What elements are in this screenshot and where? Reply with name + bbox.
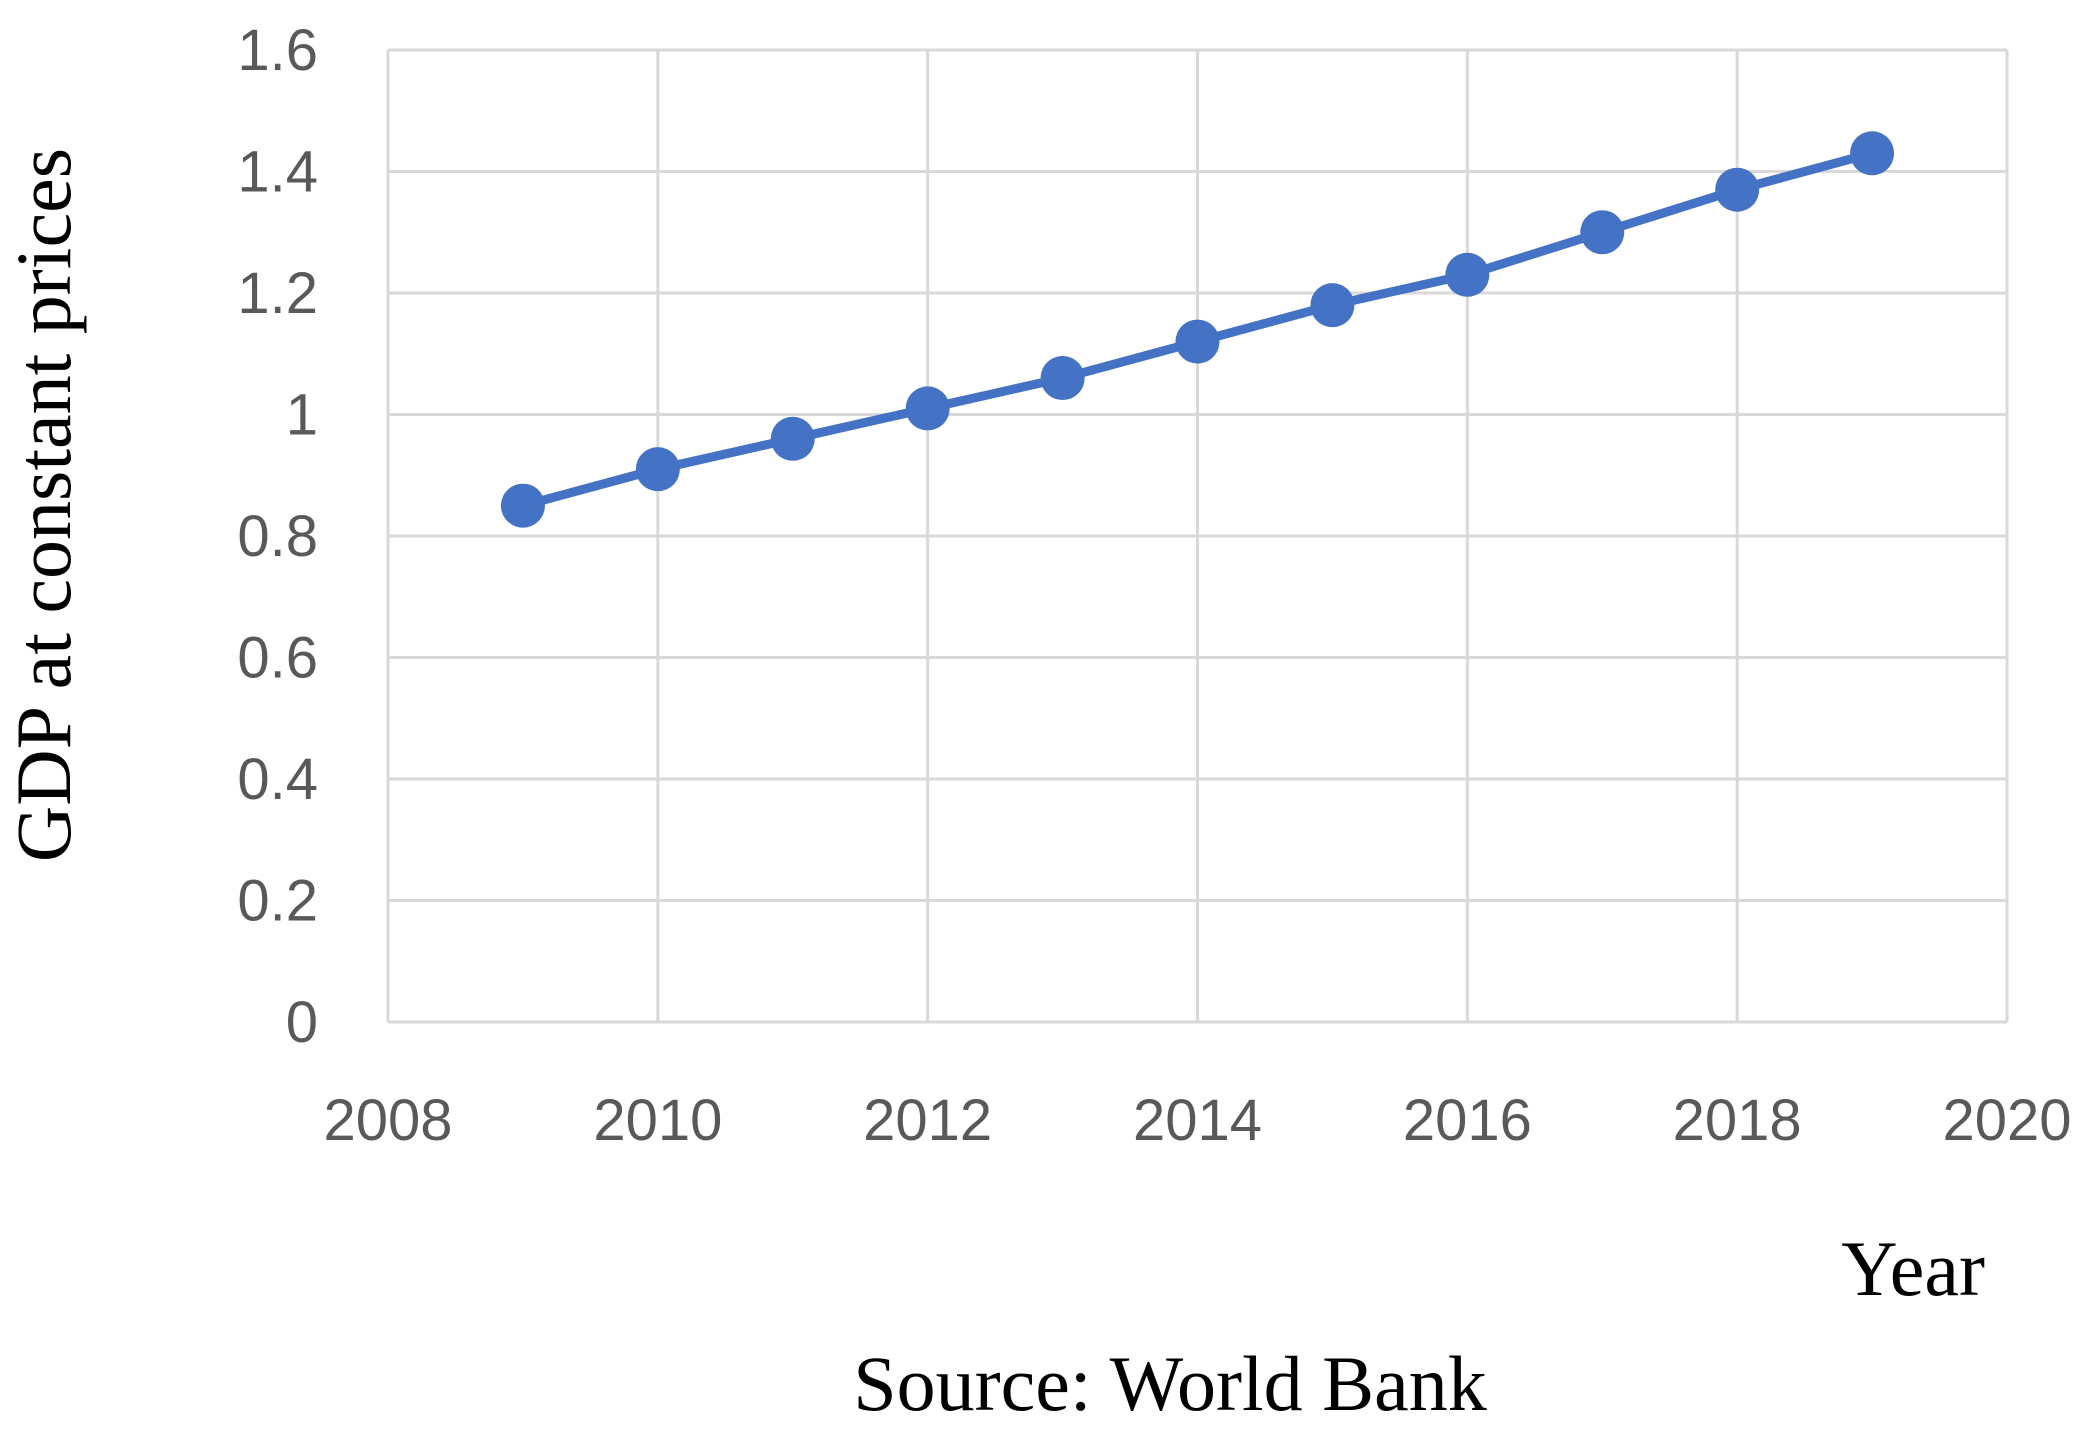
data-point [635,447,680,492]
x-tick-label: 2014 [1133,1088,1262,1153]
y-tick-label: 0.2 [237,869,318,934]
data-point [1715,167,1760,212]
source-note: Source: World Bank [853,1340,1487,1427]
x-tick-label: 2008 [323,1088,452,1153]
data-point [1040,356,1085,401]
data-point [1580,210,1625,255]
data-point [1850,131,1895,176]
x-axis-title: Year [1841,1225,1985,1312]
grid [386,48,2009,1024]
y-tick-label: 0.8 [237,504,318,569]
x-tick-label: 2010 [593,1088,722,1153]
y-tick-label: 0 [286,990,318,1055]
x-tick-label: 2018 [1673,1088,1802,1153]
y-tick-label: 1.4 [237,140,318,205]
y-tick-label: 0.6 [237,626,318,691]
x-tick-label: 2012 [863,1088,992,1153]
y-tick-label: 1.6 [237,18,318,83]
data-point [1310,283,1355,328]
data-point [1445,252,1490,297]
y-axis-ticks: 0 0.2 0.4 0.6 0.8 1 1.2 1.4 1.6 [237,18,318,1055]
data-point [1175,319,1220,364]
x-axis-ticks: 2008 2010 2012 2014 2016 2018 2020 [323,1088,2071,1153]
y-axis-title: GDP at constant prices [0,148,87,862]
data-point [770,416,815,461]
series-layer [500,131,1895,528]
x-tick-label: 2016 [1403,1088,1532,1153]
y-tick-label: 1 [286,383,318,448]
y-tick-label: 1.2 [237,261,318,326]
data-point [500,483,545,528]
data-point [905,386,950,431]
x-tick-label: 2020 [1942,1088,2071,1153]
y-tick-label: 0.4 [237,747,318,812]
